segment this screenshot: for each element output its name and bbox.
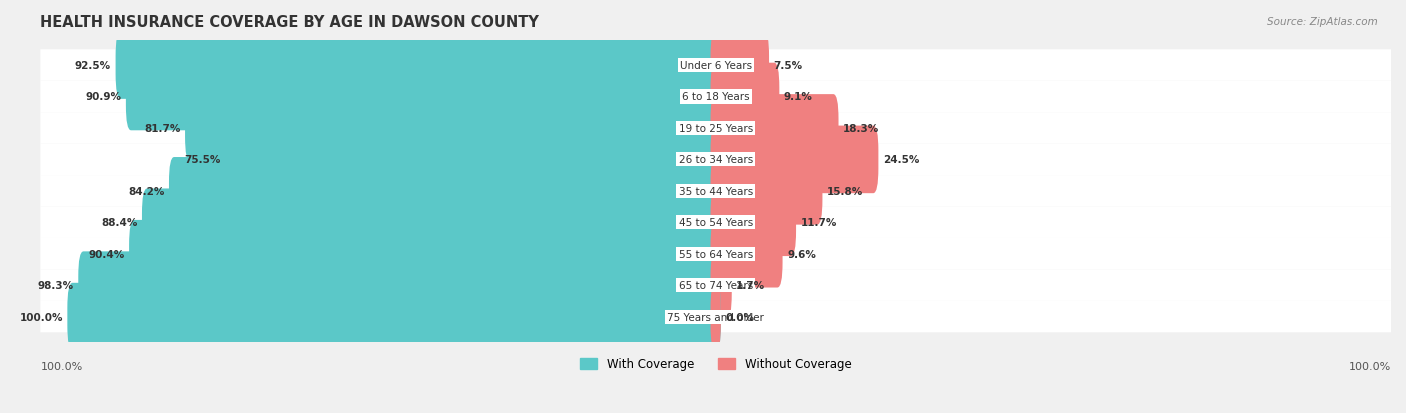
Text: 88.4%: 88.4% — [101, 218, 138, 228]
Text: 65 to 74 Years: 65 to 74 Years — [679, 280, 752, 290]
Text: 9.1%: 9.1% — [785, 92, 813, 102]
FancyBboxPatch shape — [41, 50, 1391, 82]
FancyBboxPatch shape — [41, 238, 1391, 270]
FancyBboxPatch shape — [41, 176, 1391, 207]
Text: 45 to 54 Years: 45 to 54 Years — [679, 218, 752, 228]
Legend: With Coverage, Without Coverage: With Coverage, Without Coverage — [575, 353, 856, 375]
Text: 9.6%: 9.6% — [787, 249, 815, 259]
Text: 11.7%: 11.7% — [800, 218, 837, 228]
FancyBboxPatch shape — [41, 207, 1391, 238]
FancyBboxPatch shape — [115, 32, 721, 100]
Text: 92.5%: 92.5% — [75, 61, 111, 71]
Text: 84.2%: 84.2% — [128, 186, 165, 196]
Text: Under 6 Years: Under 6 Years — [679, 61, 752, 71]
Text: 19 to 25 Years: 19 to 25 Years — [679, 123, 752, 134]
Text: 75 Years and older: 75 Years and older — [668, 312, 763, 322]
FancyBboxPatch shape — [41, 113, 1391, 144]
Text: 24.5%: 24.5% — [883, 155, 920, 165]
FancyBboxPatch shape — [41, 144, 1391, 176]
Text: 1.7%: 1.7% — [737, 280, 765, 290]
FancyBboxPatch shape — [710, 95, 838, 162]
Text: 6 to 18 Years: 6 to 18 Years — [682, 92, 749, 102]
FancyBboxPatch shape — [169, 158, 721, 225]
Text: 35 to 44 Years: 35 to 44 Years — [679, 186, 752, 196]
FancyBboxPatch shape — [79, 252, 721, 319]
FancyBboxPatch shape — [710, 221, 783, 288]
Text: 26 to 34 Years: 26 to 34 Years — [679, 155, 752, 165]
Text: 100.0%: 100.0% — [1348, 361, 1391, 371]
Text: 7.5%: 7.5% — [773, 61, 803, 71]
Text: 100.0%: 100.0% — [20, 312, 63, 322]
Text: 15.8%: 15.8% — [827, 186, 863, 196]
FancyBboxPatch shape — [41, 270, 1391, 301]
FancyBboxPatch shape — [710, 126, 879, 194]
FancyBboxPatch shape — [710, 32, 769, 100]
Text: 0.0%: 0.0% — [725, 312, 754, 322]
Text: 75.5%: 75.5% — [184, 155, 221, 165]
Text: 90.4%: 90.4% — [89, 249, 125, 259]
Text: 90.9%: 90.9% — [86, 92, 121, 102]
FancyBboxPatch shape — [41, 82, 1391, 113]
FancyBboxPatch shape — [129, 221, 721, 288]
FancyBboxPatch shape — [127, 64, 721, 131]
FancyBboxPatch shape — [710, 283, 721, 351]
Text: 18.3%: 18.3% — [844, 123, 879, 134]
FancyBboxPatch shape — [710, 189, 796, 256]
FancyBboxPatch shape — [67, 283, 721, 351]
Text: Source: ZipAtlas.com: Source: ZipAtlas.com — [1267, 17, 1378, 26]
Text: 98.3%: 98.3% — [38, 280, 73, 290]
FancyBboxPatch shape — [225, 126, 721, 194]
FancyBboxPatch shape — [710, 64, 779, 131]
FancyBboxPatch shape — [710, 252, 731, 319]
FancyBboxPatch shape — [142, 189, 721, 256]
Text: 55 to 64 Years: 55 to 64 Years — [679, 249, 752, 259]
Text: 81.7%: 81.7% — [145, 123, 180, 134]
FancyBboxPatch shape — [186, 95, 721, 162]
Text: HEALTH INSURANCE COVERAGE BY AGE IN DAWSON COUNTY: HEALTH INSURANCE COVERAGE BY AGE IN DAWS… — [41, 15, 540, 30]
FancyBboxPatch shape — [710, 158, 823, 225]
FancyBboxPatch shape — [41, 301, 1391, 332]
Text: 100.0%: 100.0% — [41, 361, 83, 371]
